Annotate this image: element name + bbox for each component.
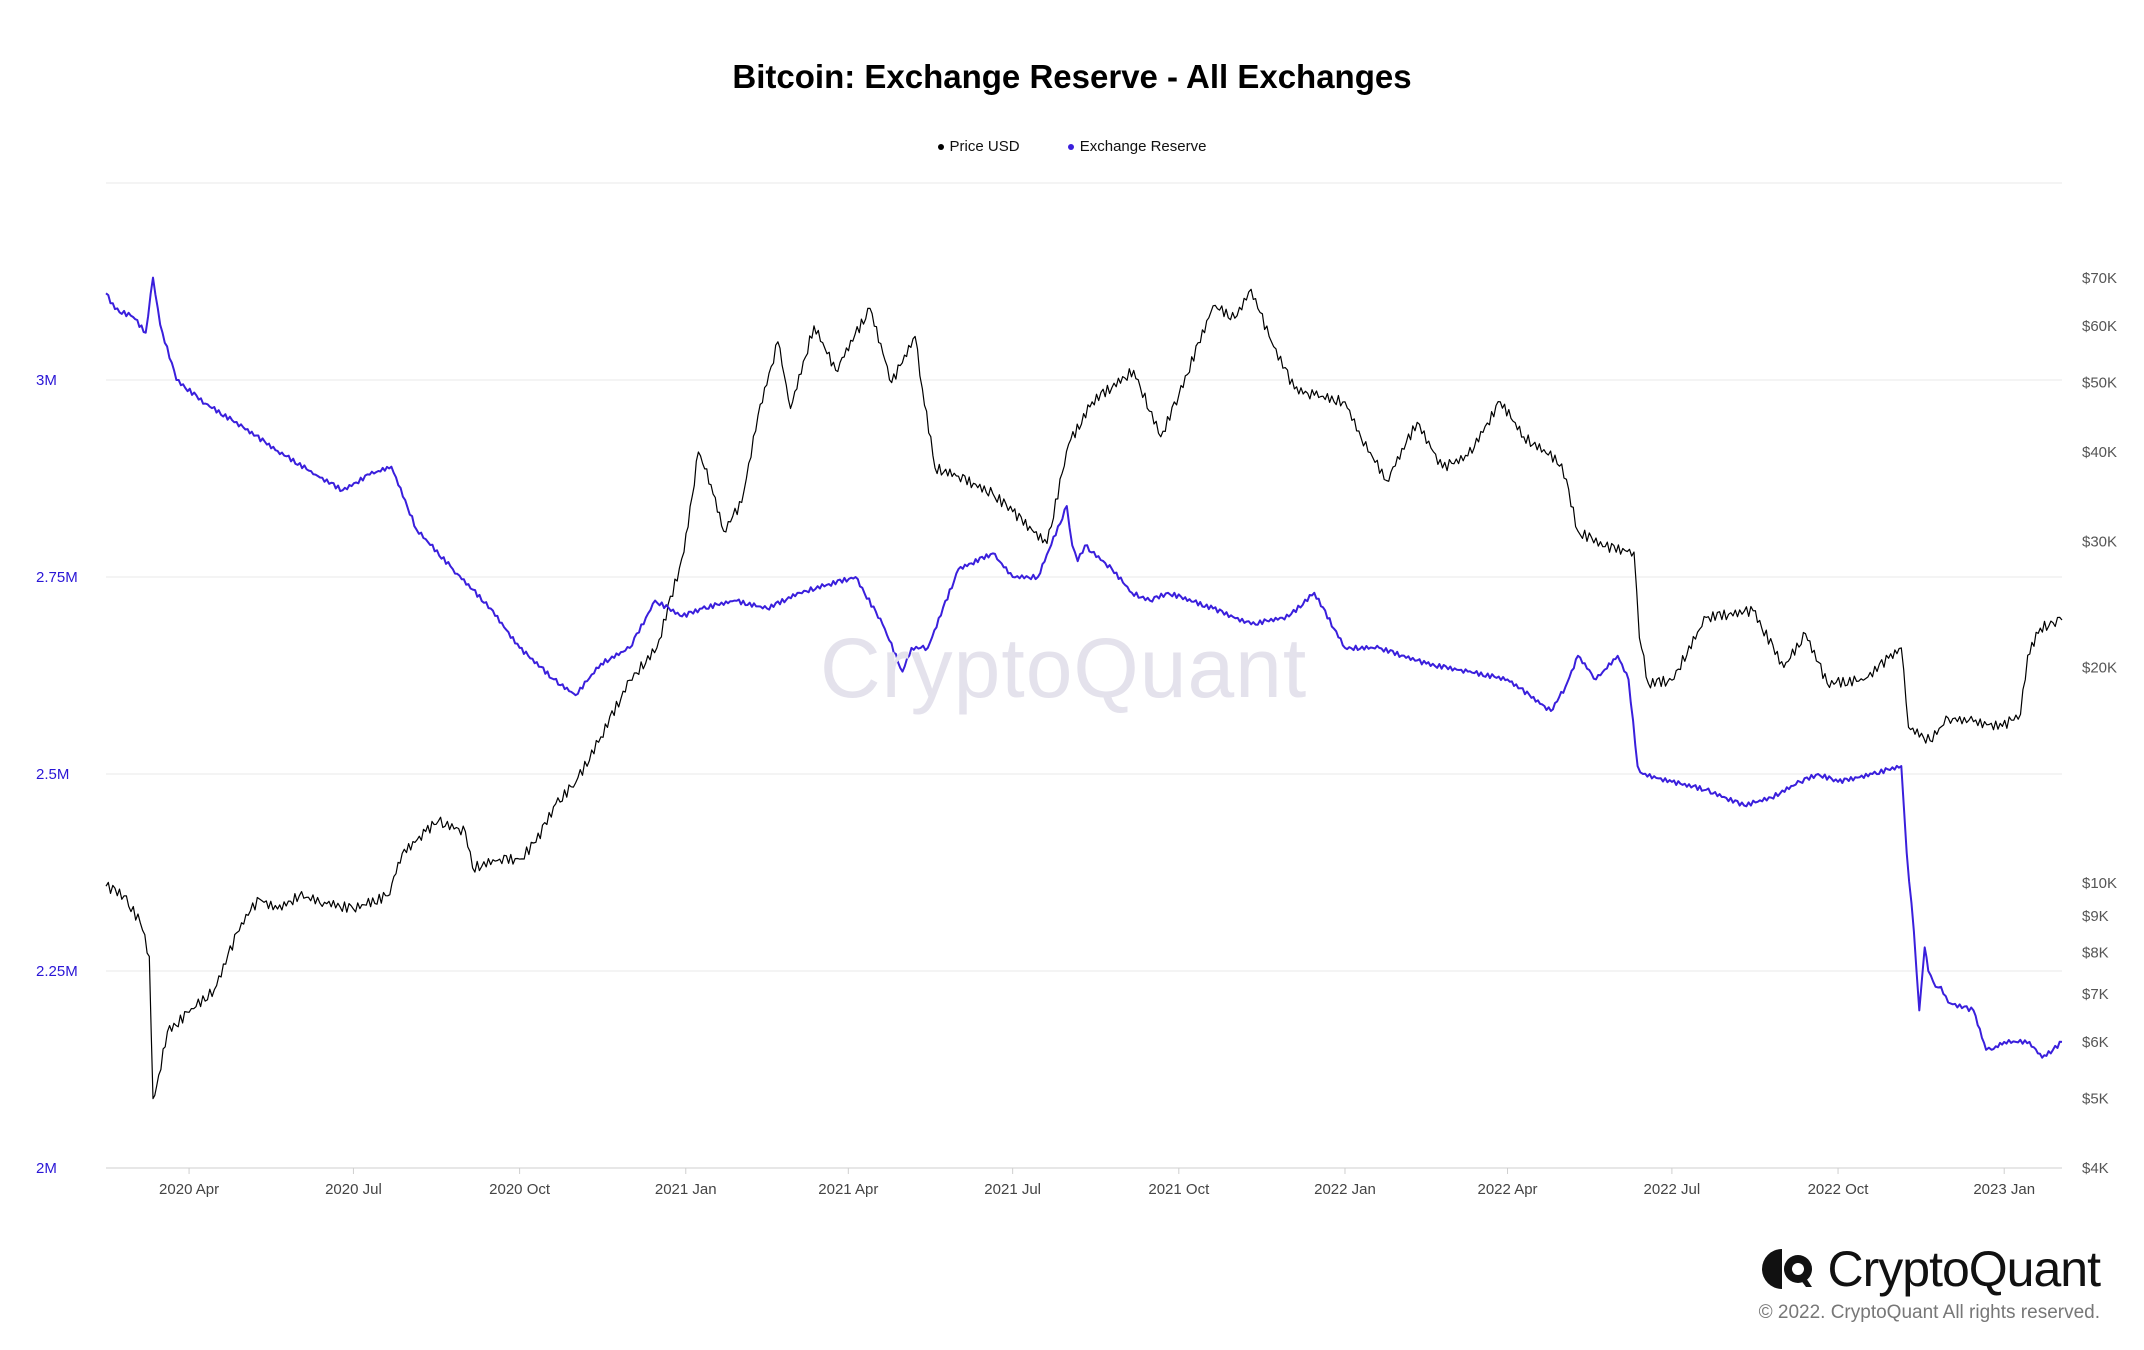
- x-tick-label: 2020 Jul: [325, 1181, 382, 1198]
- right-tick-label: $5K: [2082, 1091, 2109, 1108]
- series-lines: [105, 276, 2063, 1100]
- legend: Price USD Exchange Reserve: [0, 138, 2144, 155]
- right-tick-label: $6K: [2082, 1034, 2109, 1051]
- right-tick-label: $70K: [2082, 270, 2117, 287]
- right-tick-label: $30K: [2082, 533, 2117, 550]
- legend-label-reserve: Exchange Reserve: [1079, 138, 1207, 155]
- right-tick-label: $60K: [2082, 318, 2117, 335]
- right-tick-label: $4K: [2082, 1160, 2109, 1177]
- copyright: © 2022. CryptoQuant All rights reserved.: [1758, 1302, 2100, 1323]
- right-tick-label: $9K: [2082, 908, 2109, 925]
- x-tick-label: 2021 Jul: [984, 1181, 1041, 1198]
- right-tick-label: $20K: [2082, 660, 2117, 677]
- x-tick-label: 2021 Oct: [1148, 1181, 1210, 1198]
- watermark: CryptoQuant: [820, 621, 1308, 715]
- cryptoquant-logo-icon: [1761, 1249, 1812, 1289]
- left-tick-label: 2M: [36, 1160, 57, 1177]
- left-tick-label: 2.75M: [36, 569, 78, 586]
- x-tick-label: 2022 Oct: [1808, 1181, 1870, 1198]
- brand: CryptoQuant: [1760, 1240, 2101, 1298]
- legend-dot-price: [937, 144, 944, 151]
- x-tick-label: 2020 Apr: [159, 1181, 219, 1198]
- axes: [106, 1167, 2062, 1174]
- x-tick-label: 2022 Jul: [1644, 1181, 1701, 1198]
- right-tick-label: $7K: [2082, 986, 2109, 1003]
- x-tick-label: 2021 Apr: [818, 1181, 878, 1198]
- legend-item-reserve[interactable]: Exchange Reserve: [1067, 138, 1207, 155]
- left-tick-label: 3M: [36, 372, 57, 389]
- legend-item-price[interactable]: Price USD: [937, 138, 1020, 155]
- tick-labels: 2M 2.25M 2.5M 2.75M 3M $4K $5K $6K $7K $8K $9K $10K…: [36, 270, 2117, 1198]
- legend-label-price: Price USD: [949, 138, 1020, 155]
- right-tick-label: $10K: [2082, 875, 2117, 892]
- series-line-exchange-reserve: [105, 276, 2063, 1059]
- x-tick-label: 2022 Apr: [1477, 1181, 1537, 1198]
- x-tick-label: 2020 Oct: [489, 1181, 551, 1198]
- series-line-price: [105, 288, 2063, 1100]
- chart-title: Bitcoin: Exchange Reserve - All Exchange…: [732, 58, 1412, 95]
- right-tick-label: $8K: [2082, 944, 2109, 961]
- x-tick-label: 2021 Jan: [655, 1181, 717, 1198]
- brand-name: CryptoQuant: [1827, 1241, 2101, 1297]
- legend-dot-reserve: [1067, 144, 1074, 151]
- x-tick-label: 2023 Jan: [1973, 1181, 2035, 1198]
- right-tick-label: $40K: [2082, 444, 2117, 461]
- x-tick-label: 2022 Jan: [1314, 1181, 1376, 1198]
- left-tick-label: 2.5M: [36, 766, 69, 783]
- right-tick-label: $50K: [2082, 375, 2117, 392]
- left-tick-label: 2.25M: [36, 963, 78, 980]
